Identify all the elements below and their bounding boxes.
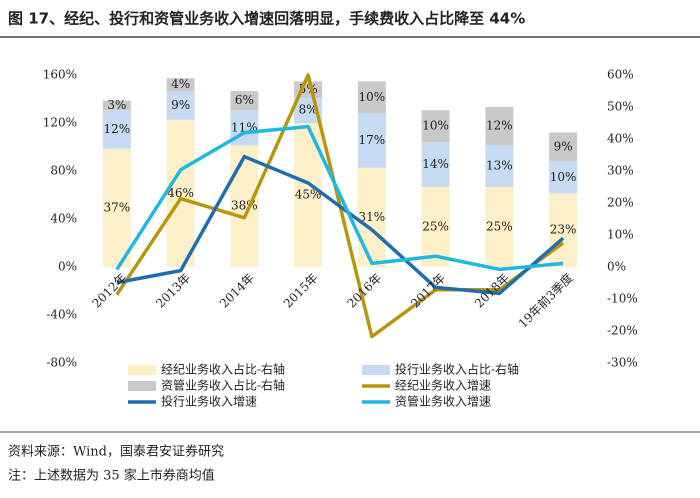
bar-segment bbox=[102, 110, 131, 149]
y2-tick-label: 20% bbox=[607, 196, 634, 210]
bar-segment bbox=[549, 161, 578, 194]
bar-segment bbox=[549, 193, 578, 267]
x-tick-label: 2013年 bbox=[153, 271, 193, 311]
y-tick-label: 40% bbox=[50, 212, 77, 226]
data-label: 9% bbox=[554, 140, 573, 154]
data-label: 25% bbox=[422, 220, 449, 234]
data-label: 4% bbox=[171, 77, 190, 91]
x-tick-label: 2014年 bbox=[217, 271, 257, 311]
y2-tick-label: 50% bbox=[607, 100, 634, 114]
y-tick-label: 0% bbox=[58, 260, 77, 274]
bar-segment bbox=[230, 91, 259, 111]
bar-segment bbox=[421, 110, 450, 143]
data-label: 3% bbox=[107, 98, 126, 112]
data-label: 45% bbox=[295, 188, 322, 202]
data-label: 31% bbox=[359, 210, 386, 224]
bar-segment bbox=[102, 100, 131, 111]
y2-tick-label: -30% bbox=[607, 356, 638, 370]
bar-segment bbox=[166, 91, 195, 120]
chart-title: 图 17、经纪、投行和资管业务收入增速回落明显，手续费收入占比降至 44% bbox=[8, 10, 525, 28]
data-label: 10% bbox=[550, 170, 577, 184]
data-label: 23% bbox=[550, 223, 577, 237]
legend-label: 经纪业务收入占比-右轴 bbox=[161, 362, 285, 377]
y2-tick-label: -10% bbox=[607, 292, 638, 306]
bar-segment bbox=[230, 145, 259, 267]
legend-swatch bbox=[128, 365, 156, 375]
bar-segment bbox=[485, 187, 514, 267]
data-label: 17% bbox=[359, 133, 386, 147]
y2-tick-label: 30% bbox=[607, 164, 634, 178]
bar-segment bbox=[357, 167, 386, 267]
x-tick-label: 2012年 bbox=[89, 271, 129, 311]
y2-tick-label: 0% bbox=[607, 260, 626, 274]
line bbox=[115, 124, 564, 272]
x-tick-label: 19年前3季度 bbox=[515, 270, 576, 331]
line bbox=[116, 154, 565, 296]
data-label: 46% bbox=[167, 186, 194, 200]
data-label: 9% bbox=[171, 98, 190, 112]
bar-segment bbox=[357, 113, 386, 168]
data-label: 6% bbox=[235, 93, 254, 107]
y2-tick-label: 60% bbox=[607, 68, 634, 82]
legend-label: 资管业务收入占比-右轴 bbox=[161, 378, 285, 393]
y-tick-label: -80% bbox=[46, 356, 77, 370]
data-label: 37% bbox=[104, 200, 131, 214]
data-label: 10% bbox=[422, 119, 449, 133]
data-label: 25% bbox=[486, 220, 513, 234]
data-label: 13% bbox=[486, 159, 513, 173]
bar-segment bbox=[485, 145, 514, 187]
data-label: 8% bbox=[299, 103, 318, 117]
data-label: 14% bbox=[422, 157, 449, 171]
legend-label: 投行业务收入增速 bbox=[161, 394, 257, 409]
legend-swatch bbox=[128, 381, 156, 391]
bar-segment bbox=[421, 187, 450, 267]
data-label: 12% bbox=[104, 122, 131, 136]
y2-tick-label: 40% bbox=[607, 132, 634, 146]
y2-tick-label: 10% bbox=[607, 228, 634, 242]
legend-label: 资管业务收入增速 bbox=[395, 394, 491, 409]
y-tick-label: 120% bbox=[43, 116, 77, 130]
bar-segment bbox=[166, 78, 195, 91]
legend-label: 经纪业务收入增速 bbox=[395, 378, 491, 393]
bar-segment bbox=[102, 148, 131, 267]
x-tick-label: 2015年 bbox=[281, 271, 321, 311]
bar-segment bbox=[421, 142, 450, 187]
bar-segment bbox=[549, 132, 578, 162]
data-label: 10% bbox=[359, 90, 386, 104]
y-tick-label: 80% bbox=[50, 164, 77, 178]
note: 注：上述数据为 35 家上市券商均值 bbox=[8, 468, 215, 484]
legend-label: 投行业务收入占比-右轴 bbox=[395, 362, 519, 377]
y-tick-label: -40% bbox=[46, 308, 77, 322]
y-tick-label: 160% bbox=[43, 68, 77, 82]
source: 资料来源：Wind，国泰君安证券研究 bbox=[8, 444, 224, 460]
y2-tick-label: -20% bbox=[607, 324, 638, 338]
bar-segment bbox=[166, 119, 195, 267]
bar-segment bbox=[357, 81, 386, 114]
legend-swatch bbox=[362, 365, 390, 375]
bar-segment bbox=[485, 107, 514, 146]
data-label: 12% bbox=[486, 119, 513, 133]
